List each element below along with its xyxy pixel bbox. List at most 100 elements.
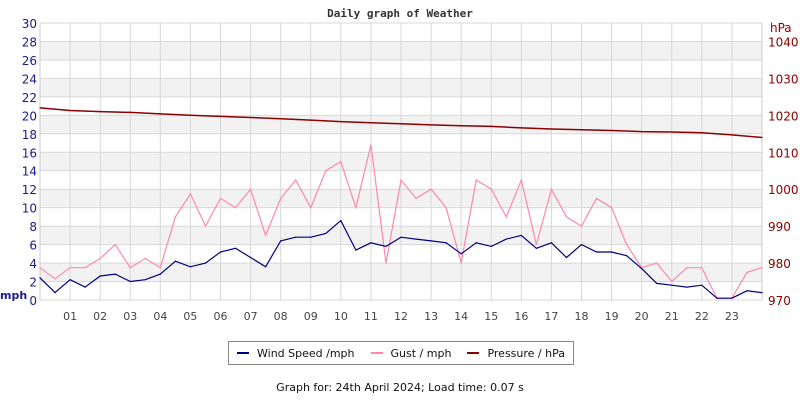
left-tick-label: 30 [22, 17, 37, 31]
data-point [535, 244, 537, 246]
data-point [610, 251, 613, 253]
data-point [761, 292, 763, 294]
data-point [355, 249, 357, 251]
left-tick-label: 26 [22, 54, 37, 68]
data-point [204, 262, 207, 264]
data-point [505, 216, 507, 218]
x-tick-label: 07 [244, 310, 258, 323]
left-tick-label: 12 [22, 183, 37, 197]
data-point [475, 242, 477, 244]
data-point [550, 128, 553, 130]
data-point [129, 267, 131, 269]
x-tick-label: 14 [454, 310, 468, 323]
data-point [295, 236, 297, 238]
data-point [761, 267, 763, 269]
data-point [460, 262, 462, 264]
chart-title: Daily graph of Weather [327, 7, 473, 20]
pressure-swatch [467, 352, 480, 354]
data-point [325, 170, 327, 172]
data-point [686, 267, 688, 269]
data-point [701, 267, 703, 269]
data-point [580, 225, 583, 227]
x-tick-label: 03 [123, 310, 137, 323]
data-point [219, 115, 222, 118]
data-point [656, 282, 658, 284]
data-point [84, 267, 86, 269]
x-tick-label: 12 [394, 310, 408, 323]
data-point [671, 280, 673, 283]
data-point [159, 273, 161, 275]
data-point [731, 297, 733, 299]
x-tick-label: 02 [93, 310, 107, 323]
data-point [370, 144, 372, 146]
data-point [249, 256, 252, 259]
data-point [595, 197, 598, 200]
data-point [234, 247, 237, 249]
data-point [280, 240, 282, 242]
data-point [430, 188, 432, 190]
data-point [490, 188, 492, 190]
weather-chart: Daily graph of Weather 02468101214161820… [0, 7, 799, 323]
data-point [249, 188, 252, 190]
data-point [310, 236, 312, 238]
left-tick-label: 8 [29, 220, 37, 234]
x-tick-label: 17 [544, 310, 558, 323]
left-tick-label: 22 [22, 91, 37, 105]
data-point [626, 255, 628, 257]
data-point [310, 119, 312, 121]
right-tick-label: 1040 [768, 35, 799, 49]
x-tick-label: 08 [274, 310, 288, 323]
data-point [280, 118, 282, 120]
data-point [400, 123, 402, 125]
data-point [520, 179, 522, 181]
x-tick-label: 15 [484, 310, 498, 323]
data-point [99, 111, 101, 113]
data-point [445, 242, 447, 244]
left-tick-label: 4 [29, 257, 37, 271]
data-point [340, 219, 342, 222]
x-tick-label: 23 [725, 310, 739, 323]
data-point [580, 244, 583, 246]
data-point [671, 284, 673, 286]
data-point [69, 267, 71, 269]
data-point [39, 107, 41, 109]
data-point [174, 260, 176, 262]
data-point [370, 122, 372, 124]
data-point [520, 127, 522, 129]
left-tick-label: 18 [22, 128, 37, 142]
data-point [280, 197, 282, 200]
data-point [610, 129, 613, 132]
data-point [701, 132, 703, 134]
x-tick-label: 13 [424, 310, 438, 323]
data-point [550, 188, 553, 190]
data-point [144, 279, 146, 281]
data-point [595, 251, 598, 253]
data-point [671, 131, 673, 133]
data-point [204, 225, 207, 227]
data-point [129, 111, 131, 113]
right-tick-label: 1000 [768, 183, 799, 197]
wind-swatch [237, 352, 249, 354]
legend-label: Gust / mph [390, 346, 452, 360]
legend-item-pressure: Pressure / hPa [467, 347, 565, 360]
data-point [370, 242, 372, 244]
left-tick-label: 0 [29, 294, 37, 308]
data-point [580, 129, 583, 131]
data-point [265, 266, 267, 268]
right-tick-label: 970 [768, 294, 791, 308]
data-point [295, 179, 297, 181]
left-tick-label: 10 [22, 202, 37, 216]
data-point [505, 238, 507, 240]
data-point [129, 280, 131, 283]
left-tick-label: 16 [22, 146, 37, 160]
data-point [385, 262, 387, 264]
data-point [761, 136, 763, 139]
gust-swatch [370, 352, 383, 354]
data-point [415, 197, 417, 200]
data-point [159, 267, 161, 269]
data-point [39, 267, 41, 269]
data-point [69, 279, 71, 281]
data-point [490, 245, 492, 248]
data-point [159, 113, 161, 115]
x-tick-label: 19 [605, 310, 619, 323]
